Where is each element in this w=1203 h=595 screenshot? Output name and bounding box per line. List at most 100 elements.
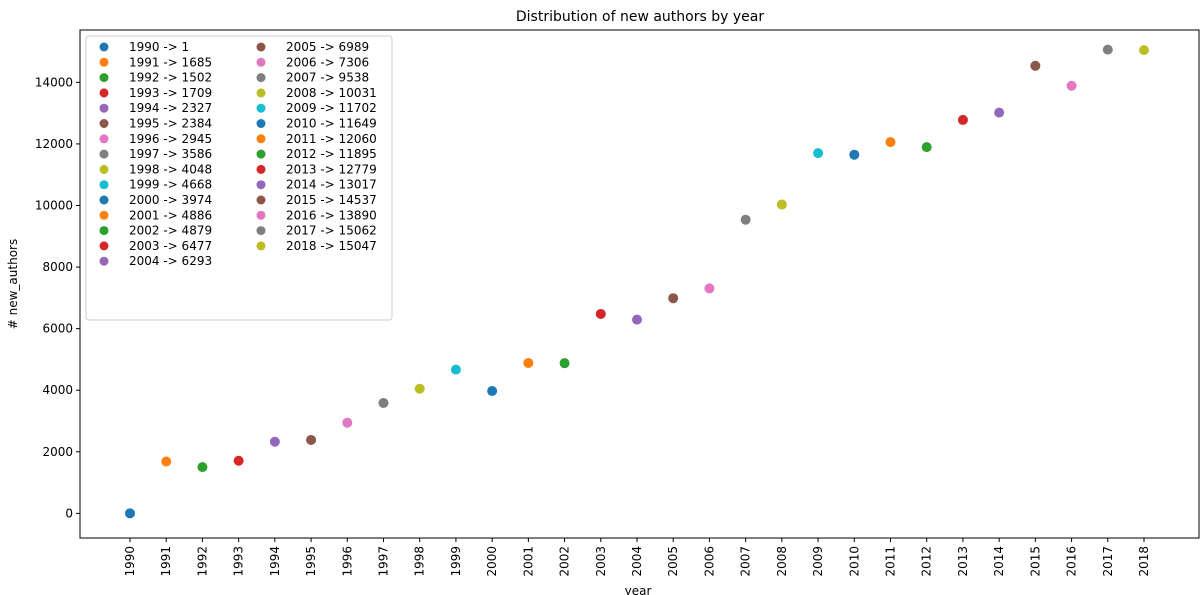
y-tick-label: 0 bbox=[65, 506, 73, 520]
data-point-2009 bbox=[813, 148, 824, 159]
legend-marker bbox=[256, 210, 266, 220]
y-axis-title: # new_authors bbox=[6, 239, 20, 329]
legend-marker bbox=[99, 149, 109, 159]
legend-marker bbox=[99, 57, 109, 67]
legend-label: 1992 -> 1502 bbox=[129, 71, 212, 85]
legend-label: 2018 -> 15047 bbox=[286, 239, 377, 253]
legend-label: 1999 -> 4668 bbox=[129, 178, 212, 192]
data-point-1996 bbox=[342, 417, 353, 428]
data-point-2004 bbox=[632, 314, 642, 325]
data-point-2000 bbox=[487, 386, 498, 397]
x-tick-label: 2005 bbox=[666, 546, 680, 577]
x-tick-label: 2003 bbox=[594, 546, 608, 577]
data-point-2012 bbox=[921, 142, 932, 153]
legend-label: 2016 -> 13890 bbox=[286, 208, 377, 222]
data-point-1993 bbox=[233, 455, 244, 466]
chart-title: Distribution of new authors by year bbox=[516, 9, 764, 25]
legend-label: 2003 -> 6477 bbox=[129, 239, 212, 253]
legend-label: 2000 -> 3974 bbox=[129, 193, 212, 207]
data-point-2011 bbox=[885, 137, 896, 148]
legend-marker bbox=[256, 42, 266, 52]
x-tick-label: 1994 bbox=[268, 546, 282, 577]
legend-label: 1996 -> 2945 bbox=[129, 132, 212, 146]
x-tick-label: 1995 bbox=[304, 546, 318, 577]
legend-label: 1991 -> 1685 bbox=[129, 55, 212, 69]
x-axis-title: year bbox=[625, 584, 652, 595]
legend-marker bbox=[99, 73, 109, 83]
data-point-2013 bbox=[957, 114, 968, 125]
x-tick-label: 2018 bbox=[1137, 546, 1151, 577]
legend-label: 1993 -> 1709 bbox=[129, 86, 212, 100]
data-point-1991 bbox=[161, 456, 172, 467]
data-point-1999 bbox=[450, 364, 461, 375]
x-tick-label: 2002 bbox=[558, 546, 572, 577]
data-point-2018 bbox=[1139, 45, 1149, 56]
data-point-2002 bbox=[559, 358, 570, 369]
legend-label: 2011 -> 12060 bbox=[286, 132, 377, 146]
legend-marker bbox=[256, 57, 266, 67]
legend-label: 2012 -> 11895 bbox=[286, 147, 377, 161]
legend-marker bbox=[256, 73, 266, 83]
legend-label: 2005 -> 6989 bbox=[286, 40, 369, 54]
y-tick-label: 2000 bbox=[42, 445, 73, 459]
legend-marker bbox=[256, 241, 266, 251]
y-tick-label: 12000 bbox=[35, 137, 73, 151]
legend-marker bbox=[99, 88, 109, 98]
data-point-2017 bbox=[1102, 44, 1113, 55]
legend-marker bbox=[99, 226, 109, 236]
legend-marker bbox=[256, 134, 266, 144]
legend-marker bbox=[256, 119, 266, 128]
data-point-1995 bbox=[306, 434, 317, 445]
legend-marker bbox=[99, 164, 109, 174]
data-point-2005 bbox=[668, 293, 679, 304]
x-tick-label: 1996 bbox=[340, 546, 354, 577]
legend-label: 2007 -> 9538 bbox=[286, 71, 369, 85]
x-tick-label: 2014 bbox=[992, 546, 1006, 577]
x-tick-label: 2017 bbox=[1101, 546, 1115, 577]
data-point-2006 bbox=[704, 283, 715, 294]
x-tick-label: 2009 bbox=[811, 546, 825, 577]
x-tick-label: 2012 bbox=[920, 546, 934, 577]
legend-marker bbox=[99, 241, 109, 251]
legend-marker bbox=[256, 149, 266, 159]
legend-label: 2009 -> 11702 bbox=[286, 101, 377, 115]
data-point-2003 bbox=[595, 308, 606, 319]
legend-label: 2008 -> 10031 bbox=[286, 86, 377, 100]
data-point-2001 bbox=[523, 357, 534, 368]
legend-label: 2017 -> 15062 bbox=[286, 224, 377, 238]
legend-label: 2010 -> 11649 bbox=[286, 117, 377, 131]
x-tick-label: 2007 bbox=[739, 546, 753, 577]
data-point-2010 bbox=[849, 149, 860, 160]
legend-marker bbox=[256, 103, 266, 113]
legend-marker bbox=[99, 103, 109, 113]
legend-marker bbox=[99, 210, 109, 220]
legend-label: 2004 -> 6293 bbox=[129, 254, 212, 268]
data-point-1998 bbox=[414, 383, 425, 394]
legend-label: 1990 -> 1 bbox=[129, 40, 189, 54]
legend-label: 1995 -> 2384 bbox=[129, 117, 212, 131]
plot-area bbox=[79, 29, 1200, 539]
legend-label: 1994 -> 2327 bbox=[129, 101, 212, 115]
x-tick-label: 1993 bbox=[232, 546, 246, 577]
legend-label: 2002 -> 4879 bbox=[129, 224, 212, 238]
x-tick-label: 1999 bbox=[449, 546, 463, 577]
x-tick-label: 2006 bbox=[702, 546, 716, 577]
legend-label: 1998 -> 4048 bbox=[129, 162, 212, 176]
data-point-2014 bbox=[994, 107, 1005, 118]
x-tick-label: 1991 bbox=[159, 546, 173, 577]
x-tick-label: 1990 bbox=[123, 546, 137, 577]
legend-marker bbox=[256, 88, 266, 98]
x-tick-label: 2010 bbox=[847, 546, 861, 577]
data-point-2007 bbox=[740, 214, 751, 225]
x-tick-label: 2016 bbox=[1065, 546, 1079, 577]
legend-box bbox=[85, 35, 393, 321]
legend-marker bbox=[256, 180, 266, 190]
y-axis: 0 2000 4000 6000 8000 10000 12000 14000 bbox=[35, 75, 80, 520]
legend-marker bbox=[256, 195, 266, 205]
y-tick-label: 10000 bbox=[35, 198, 73, 212]
legend-label: 2013 -> 12779 bbox=[286, 162, 377, 176]
legend-label: 2015 -> 14537 bbox=[286, 193, 377, 207]
data-point-2008 bbox=[776, 199, 787, 210]
